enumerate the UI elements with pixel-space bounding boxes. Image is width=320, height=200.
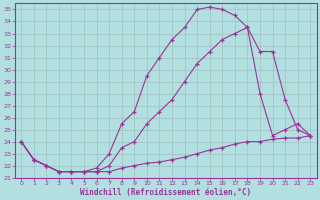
X-axis label: Windchill (Refroidissement éolien,°C): Windchill (Refroidissement éolien,°C) (80, 188, 251, 197)
